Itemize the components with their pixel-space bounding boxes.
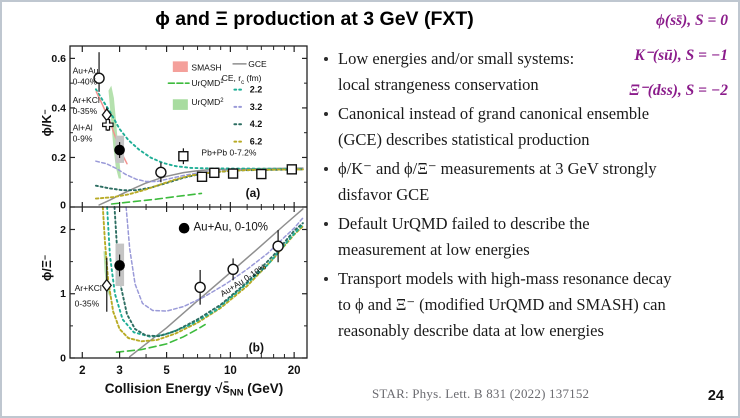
annotation-phi: ϕ(ss̄), S = 0 (655, 12, 728, 29)
curve-UrQMD1 (110, 192, 203, 205)
bullet-text: Canonical instead of grand canonical ens… (338, 104, 650, 149)
annotation-kminus: K⁻(sū), S = −1 (634, 47, 728, 64)
curve-CE rc=6.2 (94, 168, 304, 200)
curve-CE rc=3.2 (95, 160, 304, 183)
figure-label: 0-35% (75, 299, 100, 309)
curve-UrQMD1 (115, 323, 206, 354)
x-tick-label: 20 (288, 365, 301, 377)
legend-swatch (172, 61, 188, 73)
data-point-open-square (178, 151, 189, 162)
data-point-open-circle (93, 72, 105, 84)
physics-figure: Au+Au 0-40% Ar+KCl 0-35% Al+Al 0-9% Pb+Pb 0-7.… (40, 38, 312, 415)
data-point-open-square (196, 171, 208, 182)
bullet-list: Low energies and/or small systems: local… (322, 46, 736, 347)
figure-label: CE, rc (fm) (222, 73, 262, 86)
figure-panel-b: Au+Au, 0-10% Ar+KCl 0-35% Au+Au 0-10% (b) 0 1 2 (60, 206, 307, 365)
legend-swatch (172, 99, 188, 110)
bullet-dot-icon (324, 222, 328, 226)
y-tick-label: 0 (60, 353, 66, 365)
data-point-open-circle (227, 263, 239, 276)
data-point-open-square (286, 164, 298, 175)
data-point-filled-circle (178, 222, 190, 234)
bullet-item: Transport models with high-mass resonanc… (322, 266, 736, 344)
bullet-item: Default UrQMD failed to describe the mea… (322, 211, 736, 263)
bullet-dot-icon (324, 277, 328, 281)
figure-label: 0-9% (73, 134, 93, 144)
figure-label: 0-35% (73, 106, 98, 116)
figure-label: 4.2 (250, 119, 263, 129)
figure-label: 6.2 (250, 137, 263, 147)
figure-label: 2.2 (250, 85, 263, 95)
curve-CE rc=4.2 (113, 206, 304, 338)
slide-title: ϕ and Ξ production at 3 GeV (FXT) (155, 8, 474, 30)
bullet-text: Low energies and/or small systems: local… (338, 49, 575, 94)
data-point-open-square (256, 168, 267, 180)
figure-label: UrQMD1 (191, 78, 224, 88)
data-point-open-cross (102, 118, 114, 131)
bullet-item: ϕ/K⁻ and ϕ/Ξ⁻ measurements at 3 GeV stro… (322, 156, 736, 208)
bullet-text: Transport models with high-mass resonanc… (338, 269, 672, 340)
data-point-open-square (209, 167, 220, 179)
bullet-text: Default UrQMD failed to describe the mea… (338, 214, 590, 259)
y-tick-label: 1 (60, 288, 66, 300)
figure-label: Au+Au (73, 66, 99, 76)
figure-label: (a) (246, 186, 261, 200)
y-tick-label: 2 (60, 224, 66, 236)
data-point-filled-circle (114, 260, 125, 271)
x-tick-label: 10 (224, 365, 237, 377)
bullet-item: Canonical instead of grand canonical ens… (322, 101, 736, 153)
figure-label: Au+Au 0-10% (218, 261, 268, 298)
data-point-filled-circle (114, 144, 125, 156)
bullet-dot-icon (324, 112, 328, 116)
figure-label: Ar+KCl (73, 95, 100, 105)
data-point-open-circle (194, 281, 206, 294)
bullet-text: ϕ/K⁻ and ϕ/Ξ⁻ measurements at 3 GeV stro… (338, 159, 657, 204)
figure-label: Ar+KCl (75, 283, 102, 293)
y-tick-label: 0.6 (51, 53, 66, 65)
x-tick-label: 5 (163, 365, 170, 377)
curve-CE rc=2.2 (106, 206, 304, 338)
annotation-ximinus: Ξ⁻(dss), S = −2 (629, 82, 728, 99)
figure-label: 3.2 (250, 102, 263, 112)
figure-label: SMASH (191, 62, 221, 72)
curve-CE rc=3.2 (125, 206, 304, 312)
x-tick-label: 3 (116, 365, 122, 377)
x-axis-title: Collision Energy √s̄NN (GeV) (105, 381, 284, 399)
figure-label: Pb+Pb 0-7.2% (201, 147, 256, 157)
citation: STAR: Phys. Lett. B 831 (2022) 137152 (372, 386, 590, 401)
x-tick-label: 2 (79, 365, 85, 377)
bullet-item: Low energies and/or small systems: local… (322, 46, 736, 98)
data-point-open-square (227, 168, 239, 179)
page-number: 24 (707, 388, 724, 404)
figure-label: UrQMD2 (191, 97, 223, 107)
figure-label: 0-40% (73, 77, 98, 87)
figure-label: Al+Al (73, 123, 93, 133)
y-tick-label: 0.4 (51, 102, 66, 114)
y-tick-label: 0 (60, 200, 66, 212)
figure-label: Au+Au, 0-10% (194, 221, 268, 233)
figure-label: GCE (248, 59, 267, 69)
data-point-open-diamond (101, 278, 112, 293)
curve-CE rc=6.2 (101, 206, 304, 343)
y-tick-label: 0.2 (51, 152, 66, 164)
y-axis-title: ϕ/Ξ− (42, 255, 54, 281)
bullet-dot-icon (324, 167, 328, 171)
y-axis-title: ϕ/K− (42, 110, 54, 137)
data-point-open-circle (272, 240, 284, 252)
bullet-dot-icon (324, 57, 328, 61)
quark-content-annotations: ϕ(ss̄), S = 0 K⁻(sū), S = −1 Ξ⁻(dss), S… (629, 10, 728, 102)
curve-CE rc=2.2 (94, 88, 304, 170)
band-UrQMD2 (108, 85, 122, 179)
data-point-open-circle (155, 166, 167, 179)
figure-label: (b) (249, 341, 264, 355)
